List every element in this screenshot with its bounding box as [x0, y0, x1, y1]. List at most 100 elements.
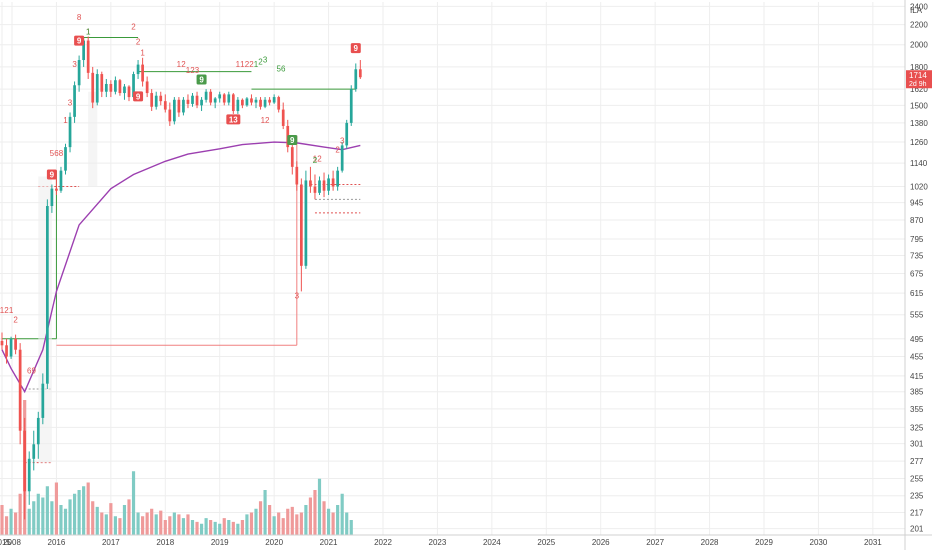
candle-body — [349, 89, 353, 123]
candle-body — [318, 180, 321, 193]
price-tick-label: 1800 — [910, 63, 928, 72]
volume-bar — [286, 508, 290, 535]
candle-body — [41, 383, 45, 418]
volume-bar — [254, 508, 258, 535]
price-tick-label: 455 — [910, 353, 924, 362]
td-zone — [88, 91, 98, 187]
candle-body — [191, 95, 194, 104]
price-tick-label: 1500 — [910, 101, 928, 110]
volume-bar — [209, 520, 213, 535]
volume-bars — [0, 400, 353, 535]
price-tick-label: 945 — [910, 199, 924, 208]
volume-bar — [168, 516, 172, 535]
volume-bar — [36, 493, 40, 535]
candle-body — [331, 178, 335, 187]
candle-body — [358, 69, 362, 78]
volume-bar — [154, 514, 158, 535]
volume-bar — [336, 505, 340, 535]
time-tick-label: 2016 — [48, 538, 66, 547]
candle-body — [27, 458, 31, 492]
time-axis[interactable]: 20082015 2016 2017 2018 2019 2020 2021 2022 2023… — [0, 534, 932, 547]
candle-body — [195, 95, 199, 106]
volume-bar — [272, 516, 276, 535]
price-tick-label: 201 — [910, 525, 924, 534]
candle-body — [145, 81, 149, 94]
price-tick-label: 355 — [910, 405, 924, 414]
td-count-red: 1 — [0, 306, 5, 315]
candle-body — [231, 94, 235, 112]
candle-body — [127, 86, 131, 98]
price-tick-label: 2000 — [910, 41, 928, 50]
time-tick-label: 2024 — [483, 538, 501, 547]
td-count-red: 3 — [72, 60, 77, 69]
candle-body — [0, 340, 4, 346]
td-count-red: 1 — [186, 66, 191, 75]
candle-body — [299, 184, 303, 266]
candle-body — [259, 99, 262, 107]
candle-body — [141, 64, 144, 82]
td-count-green: 6 — [281, 65, 286, 74]
candle-body — [159, 95, 163, 102]
time-tick-label: 2027 — [646, 538, 664, 547]
volume-bar — [245, 514, 249, 535]
volume-bar — [9, 508, 13, 535]
candle-body — [168, 109, 172, 122]
volume-bar — [326, 508, 331, 535]
td-count-red: 2 — [4, 306, 9, 315]
volume-bar — [204, 518, 208, 535]
volume-bar — [258, 501, 263, 535]
td-signal-badge-label: 9 — [290, 136, 295, 145]
volume-bar — [0, 505, 4, 535]
candle-body — [200, 99, 203, 106]
candle-body — [354, 69, 358, 90]
volume-bar — [136, 512, 140, 535]
candle-body — [5, 345, 8, 357]
volume-bar — [195, 521, 199, 535]
td-count-green: 3 — [263, 55, 268, 64]
candle-body — [213, 98, 217, 103]
volume-bar — [27, 508, 31, 535]
volume-bar — [50, 501, 54, 535]
candle-body — [136, 64, 140, 75]
volume-bar — [290, 506, 294, 535]
td-count-red: 2 — [181, 60, 186, 69]
td-count-red: 2 — [13, 315, 18, 324]
td-count-red: 1 — [86, 27, 91, 36]
candle-body — [77, 60, 81, 86]
price-tick-label: 1020 — [910, 183, 928, 192]
volume-bar — [299, 512, 303, 535]
td-count-red: 1 — [177, 60, 182, 69]
volume-bar — [127, 499, 131, 535]
volume-bar — [268, 505, 272, 535]
volume-bar — [32, 501, 36, 535]
td-signal-badge — [133, 91, 144, 102]
price-tick-label: 325 — [910, 423, 924, 432]
volume-bar — [186, 514, 190, 535]
candle-body — [209, 91, 213, 103]
candle-body — [313, 186, 317, 193]
td-count-red: 8 — [77, 13, 82, 22]
price-tick-label: 1260 — [910, 138, 928, 147]
candle-body — [95, 74, 99, 103]
candle-body — [45, 206, 49, 384]
candle-body — [254, 99, 258, 103]
candle-body — [268, 99, 271, 103]
candle-body — [263, 99, 267, 107]
candle-body — [290, 147, 294, 167]
candle-body — [118, 80, 122, 94]
volume-bar — [331, 512, 335, 535]
volume-bar — [159, 510, 163, 535]
volume-bar — [222, 518, 226, 535]
candle-body — [91, 72, 95, 103]
volume-bar — [340, 493, 344, 535]
time-tick-label: 2023 — [429, 538, 447, 547]
td-signal-badge — [74, 35, 85, 46]
time-tick-label: 2020 — [265, 538, 283, 547]
td-count-red: 1 — [313, 154, 318, 163]
volume-bar — [231, 521, 235, 535]
time-tick-label: 2025 — [537, 538, 555, 547]
price-axis[interactable]: 201 217 235 255 277 301 325 355 385 415 455 495 555 6… — [904, 0, 932, 550]
candle-body — [104, 83, 108, 92]
td-count-red: 3 — [340, 137, 345, 146]
